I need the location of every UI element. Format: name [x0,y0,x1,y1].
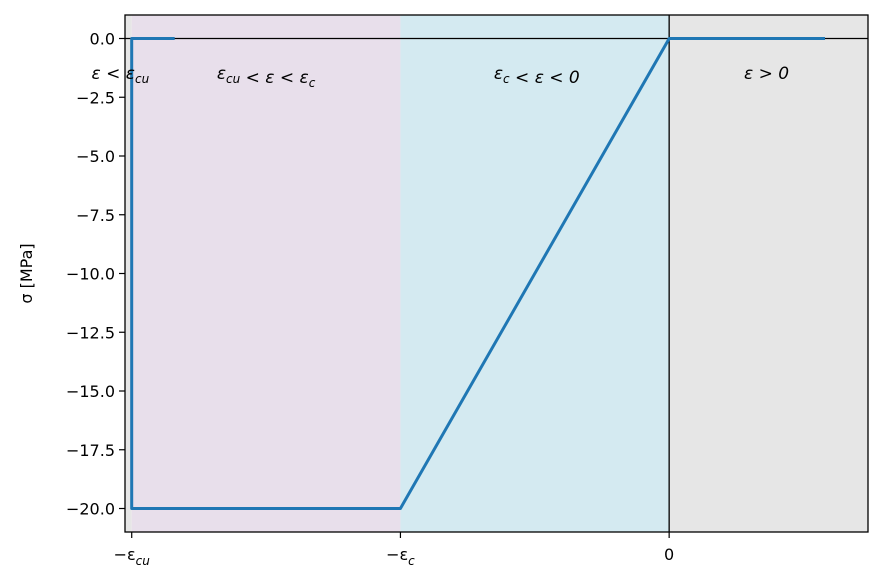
y-tick-label: 0.0 [90,30,115,49]
region-label: ε > 0 [744,64,789,84]
x-tick-label: −εc [386,545,415,568]
series-layer [130,37,825,510]
y-tick-label: −10.0 [66,265,115,284]
y-tick-label: −20.0 [66,500,115,519]
y-tick-label: −7.5 [76,206,115,225]
y-axis: 0.0 −2.5 −5.0 −7.5 −10.0 −12.5 −15.0 −17.5 −20.0 [66,30,125,519]
y-tick-label: −2.5 [76,88,115,107]
x-axis: −εcu −εc 0 [114,532,674,568]
regions-layer [125,15,868,532]
x-tick-label: 0 [664,545,674,564]
y-tick-label: −5.0 [76,147,115,166]
region-label: εcu < ε < εc [217,64,316,90]
x-tick-label: −εcu [114,545,151,568]
y-tick-label: −12.5 [66,323,115,342]
region-below-eps-cu [125,15,132,532]
region-label: εc < ε < 0 [494,64,580,88]
region-label: ε < εcu [92,64,150,86]
y-tick-label: −15.0 [66,382,115,401]
y-tick-label: −17.5 [66,441,115,460]
region-eps-cu-to-eps-c [131,15,401,532]
stress-strain-series-line [130,37,825,510]
region-labels: ε < εcu εcu < ε < εc εc < ε < 0 ε > 0 [92,64,790,90]
y-axis-label: σ [MPa] [17,243,36,303]
region-positive [669,15,868,532]
